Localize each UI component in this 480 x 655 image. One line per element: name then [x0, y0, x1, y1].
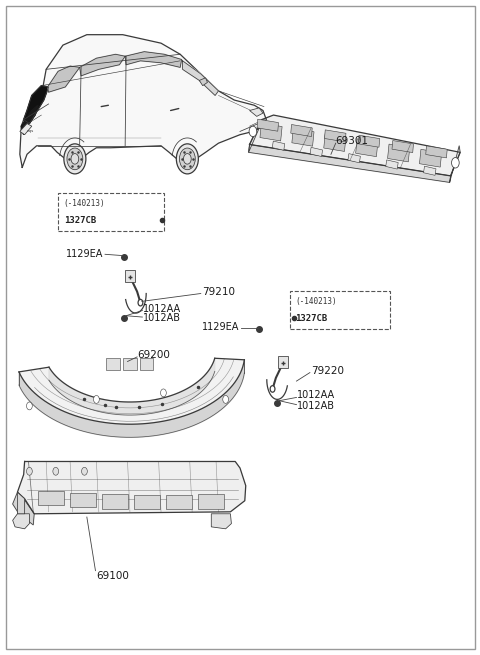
Polygon shape: [272, 141, 285, 150]
Text: 1129EA: 1129EA: [202, 322, 239, 333]
Polygon shape: [358, 135, 380, 147]
Circle shape: [94, 396, 99, 403]
Polygon shape: [386, 160, 398, 169]
Polygon shape: [250, 108, 263, 117]
Polygon shape: [260, 123, 282, 141]
Polygon shape: [107, 358, 120, 370]
Polygon shape: [125, 52, 181, 67]
Polygon shape: [21, 105, 38, 135]
Circle shape: [223, 396, 228, 403]
Polygon shape: [20, 35, 266, 168]
Bar: [58, 193, 164, 231]
Text: (-140213): (-140213): [296, 297, 337, 306]
Polygon shape: [80, 54, 125, 76]
Text: 1012AA: 1012AA: [144, 303, 181, 314]
Text: 1327CB: 1327CB: [64, 215, 96, 225]
Circle shape: [249, 126, 257, 137]
Polygon shape: [392, 141, 413, 153]
Polygon shape: [292, 128, 314, 146]
Text: 79210: 79210: [202, 286, 235, 297]
Polygon shape: [199, 78, 207, 86]
Polygon shape: [250, 115, 460, 176]
Text: 1327CB: 1327CB: [296, 314, 328, 323]
Polygon shape: [324, 134, 346, 151]
Circle shape: [452, 158, 459, 168]
Polygon shape: [198, 494, 224, 508]
Polygon shape: [249, 120, 262, 153]
Polygon shape: [70, 493, 96, 507]
Polygon shape: [38, 491, 64, 505]
Polygon shape: [211, 514, 231, 529]
Polygon shape: [12, 492, 34, 525]
Polygon shape: [278, 356, 288, 368]
Polygon shape: [257, 119, 278, 131]
Polygon shape: [291, 124, 312, 136]
Circle shape: [183, 154, 191, 164]
Polygon shape: [166, 495, 192, 509]
Polygon shape: [19, 360, 244, 438]
Polygon shape: [134, 495, 160, 509]
Polygon shape: [420, 149, 442, 167]
Text: 69301: 69301: [336, 136, 369, 146]
Text: 1012AB: 1012AB: [298, 401, 336, 411]
Polygon shape: [140, 358, 154, 370]
Circle shape: [127, 272, 133, 281]
Circle shape: [53, 468, 59, 476]
Polygon shape: [310, 147, 323, 157]
Text: (-140213): (-140213): [64, 199, 106, 208]
Circle shape: [160, 389, 166, 397]
Circle shape: [180, 148, 195, 170]
Polygon shape: [24, 86, 48, 124]
Text: 69200: 69200: [137, 350, 170, 360]
Polygon shape: [249, 145, 451, 182]
Circle shape: [270, 386, 275, 392]
Polygon shape: [423, 166, 436, 176]
Bar: [290, 291, 390, 329]
Polygon shape: [12, 514, 29, 529]
Polygon shape: [48, 66, 80, 92]
Circle shape: [71, 154, 79, 164]
Polygon shape: [324, 130, 346, 142]
Polygon shape: [125, 270, 135, 282]
Polygon shape: [356, 139, 378, 157]
Circle shape: [26, 468, 32, 476]
Circle shape: [26, 402, 32, 410]
Polygon shape: [19, 358, 244, 424]
Text: 1129EA: 1129EA: [66, 250, 104, 259]
Polygon shape: [348, 154, 360, 163]
Polygon shape: [20, 124, 32, 135]
Polygon shape: [123, 358, 137, 370]
Polygon shape: [182, 61, 218, 96]
Polygon shape: [49, 358, 215, 415]
Circle shape: [82, 468, 87, 476]
Circle shape: [176, 144, 198, 174]
Circle shape: [64, 144, 86, 174]
Polygon shape: [102, 494, 129, 508]
Circle shape: [67, 148, 83, 170]
Text: 1012AA: 1012AA: [298, 390, 336, 400]
Polygon shape: [17, 462, 246, 514]
Circle shape: [138, 299, 143, 306]
Text: 69100: 69100: [96, 571, 129, 581]
Polygon shape: [17, 492, 24, 514]
Polygon shape: [387, 144, 410, 162]
Text: 79220: 79220: [311, 365, 344, 375]
Text: eqs: eqs: [27, 130, 34, 134]
Circle shape: [280, 358, 287, 367]
Polygon shape: [450, 146, 460, 182]
Text: 1012AB: 1012AB: [144, 313, 181, 324]
Polygon shape: [426, 146, 447, 158]
